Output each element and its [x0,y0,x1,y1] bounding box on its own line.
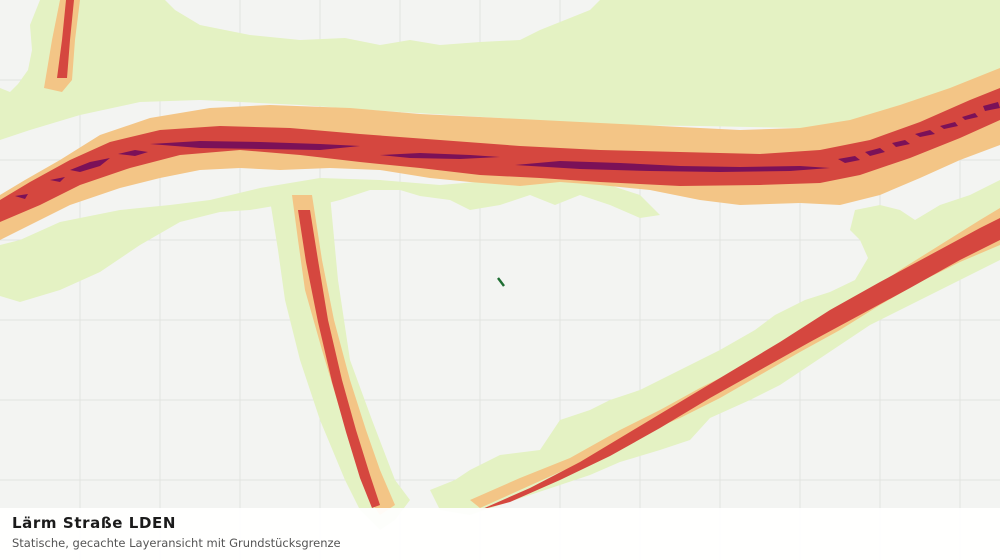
noise-zone-high [0,0,1000,510]
layer-subtitle: Statische, gecachte Layeransicht mit Gru… [12,536,341,550]
parcel-boundary-marker[interactable] [497,277,505,287]
layer-title: Lärm Straße LDEN [12,514,177,532]
noise-zone-very-high [15,102,1000,199]
layer-caption-panel: Lärm Straße LDEN Statische, gecachte Lay… [0,508,1000,560]
